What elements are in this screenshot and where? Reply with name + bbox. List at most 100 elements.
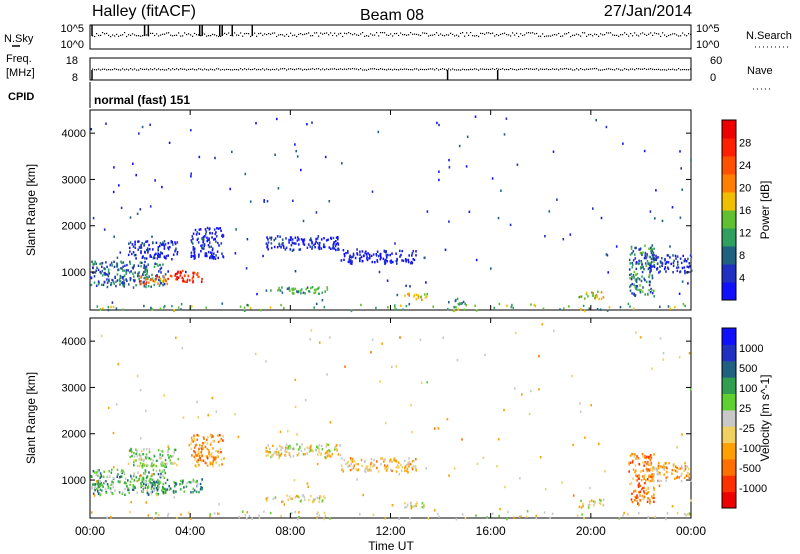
y-tick-label: 3000 [62,174,86,186]
echo-cell [608,306,611,309]
echo-cell [133,264,135,267]
echo-cell [138,464,141,468]
echo-cell [374,261,376,264]
echo-cell [653,265,656,269]
echo-cell [143,244,145,247]
echo-cell [298,452,300,455]
echo-cell [311,245,314,248]
echo-cell [659,305,661,308]
echo-cell [277,187,280,190]
nsky-point [402,34,404,36]
echo-cell [174,485,176,488]
echo-cell [176,253,178,256]
echo-cell [265,360,267,363]
echo-cell [107,270,110,273]
echo-cell [653,295,655,298]
echo-cell [202,241,204,244]
echo-cell [136,454,139,458]
echo-cell [196,484,199,488]
nsky-point [616,34,618,36]
freq-point [418,69,420,71]
freq-point [170,69,172,71]
echo-cell [594,297,597,300]
echo-cell [206,254,208,258]
echo-cell [91,475,93,478]
echo-cell [651,495,653,498]
echo-cell [679,150,681,153]
colorbar-tick-label: 8 [739,250,745,262]
echo-cell [384,258,387,262]
echo-cell [690,388,692,391]
echo-cell [221,463,223,466]
echo-cell [220,451,222,454]
echo-cell [206,226,209,230]
echo-cell [648,455,651,458]
echo-cell [162,461,165,465]
nsky-point [476,35,478,37]
echo-cell [365,253,368,256]
nsky-point [528,32,530,34]
echo-cell [258,516,261,519]
echo-cell [98,479,100,482]
colorbar-segment [722,174,736,193]
echo-cell [421,502,424,505]
freq-point [262,68,264,70]
echo-cell [281,500,283,503]
echo-cell [174,241,176,244]
echo-cell [141,261,143,265]
echo-cell [212,464,214,468]
nsky-point [518,35,520,38]
nsky-point [166,32,168,34]
freq-point [372,68,374,70]
echo-cell [139,246,141,250]
echo-cell [650,463,652,466]
echo-cell [679,257,682,260]
echo-cell [386,279,389,282]
echo-cell [217,440,220,444]
nsky-point [546,35,548,37]
echo-cell [506,517,508,521]
echo-cell [680,474,682,477]
echo-cell [174,273,177,276]
power-colorbar-label: Power [dB] [758,181,772,240]
nsky-label: N.Sky [4,33,34,45]
echo-cell [125,278,127,281]
echo-cell [124,493,126,496]
echo-cell [638,482,640,485]
echo-cell [201,460,203,463]
echo-cell [150,490,152,494]
echo-cell [119,276,122,280]
freq-point [450,69,452,71]
nsky-point [228,32,230,34]
nsky-point [582,32,584,34]
echo-cell [638,477,640,481]
echo-cell [272,497,275,500]
echo-cell [194,444,197,447]
echo-cell [484,353,486,357]
freq-point [362,69,364,71]
freq-point [296,68,298,70]
echo-cell [92,263,94,266]
echo-cell [433,427,436,430]
echo-cell [649,458,652,462]
echo-cell [258,514,260,517]
freq-point [312,68,314,70]
echo-cell [308,243,310,246]
echo-cell [660,465,662,468]
station-title: Halley (fitACF) [92,3,196,20]
echo-cell [381,342,383,345]
freq-point [116,68,118,70]
echo-cell [291,287,293,291]
echo-cell [511,303,513,307]
echo-cell [121,281,123,285]
echo-cell [99,488,102,491]
echo-cell [667,261,670,264]
echo-cell [303,498,306,501]
echo-cell [94,471,96,474]
echo-cell [646,259,649,263]
echo-cell [152,459,154,462]
echo-cell [631,252,633,255]
freq-point [560,68,562,70]
echo-cell [409,502,412,505]
echo-cell [278,456,280,460]
